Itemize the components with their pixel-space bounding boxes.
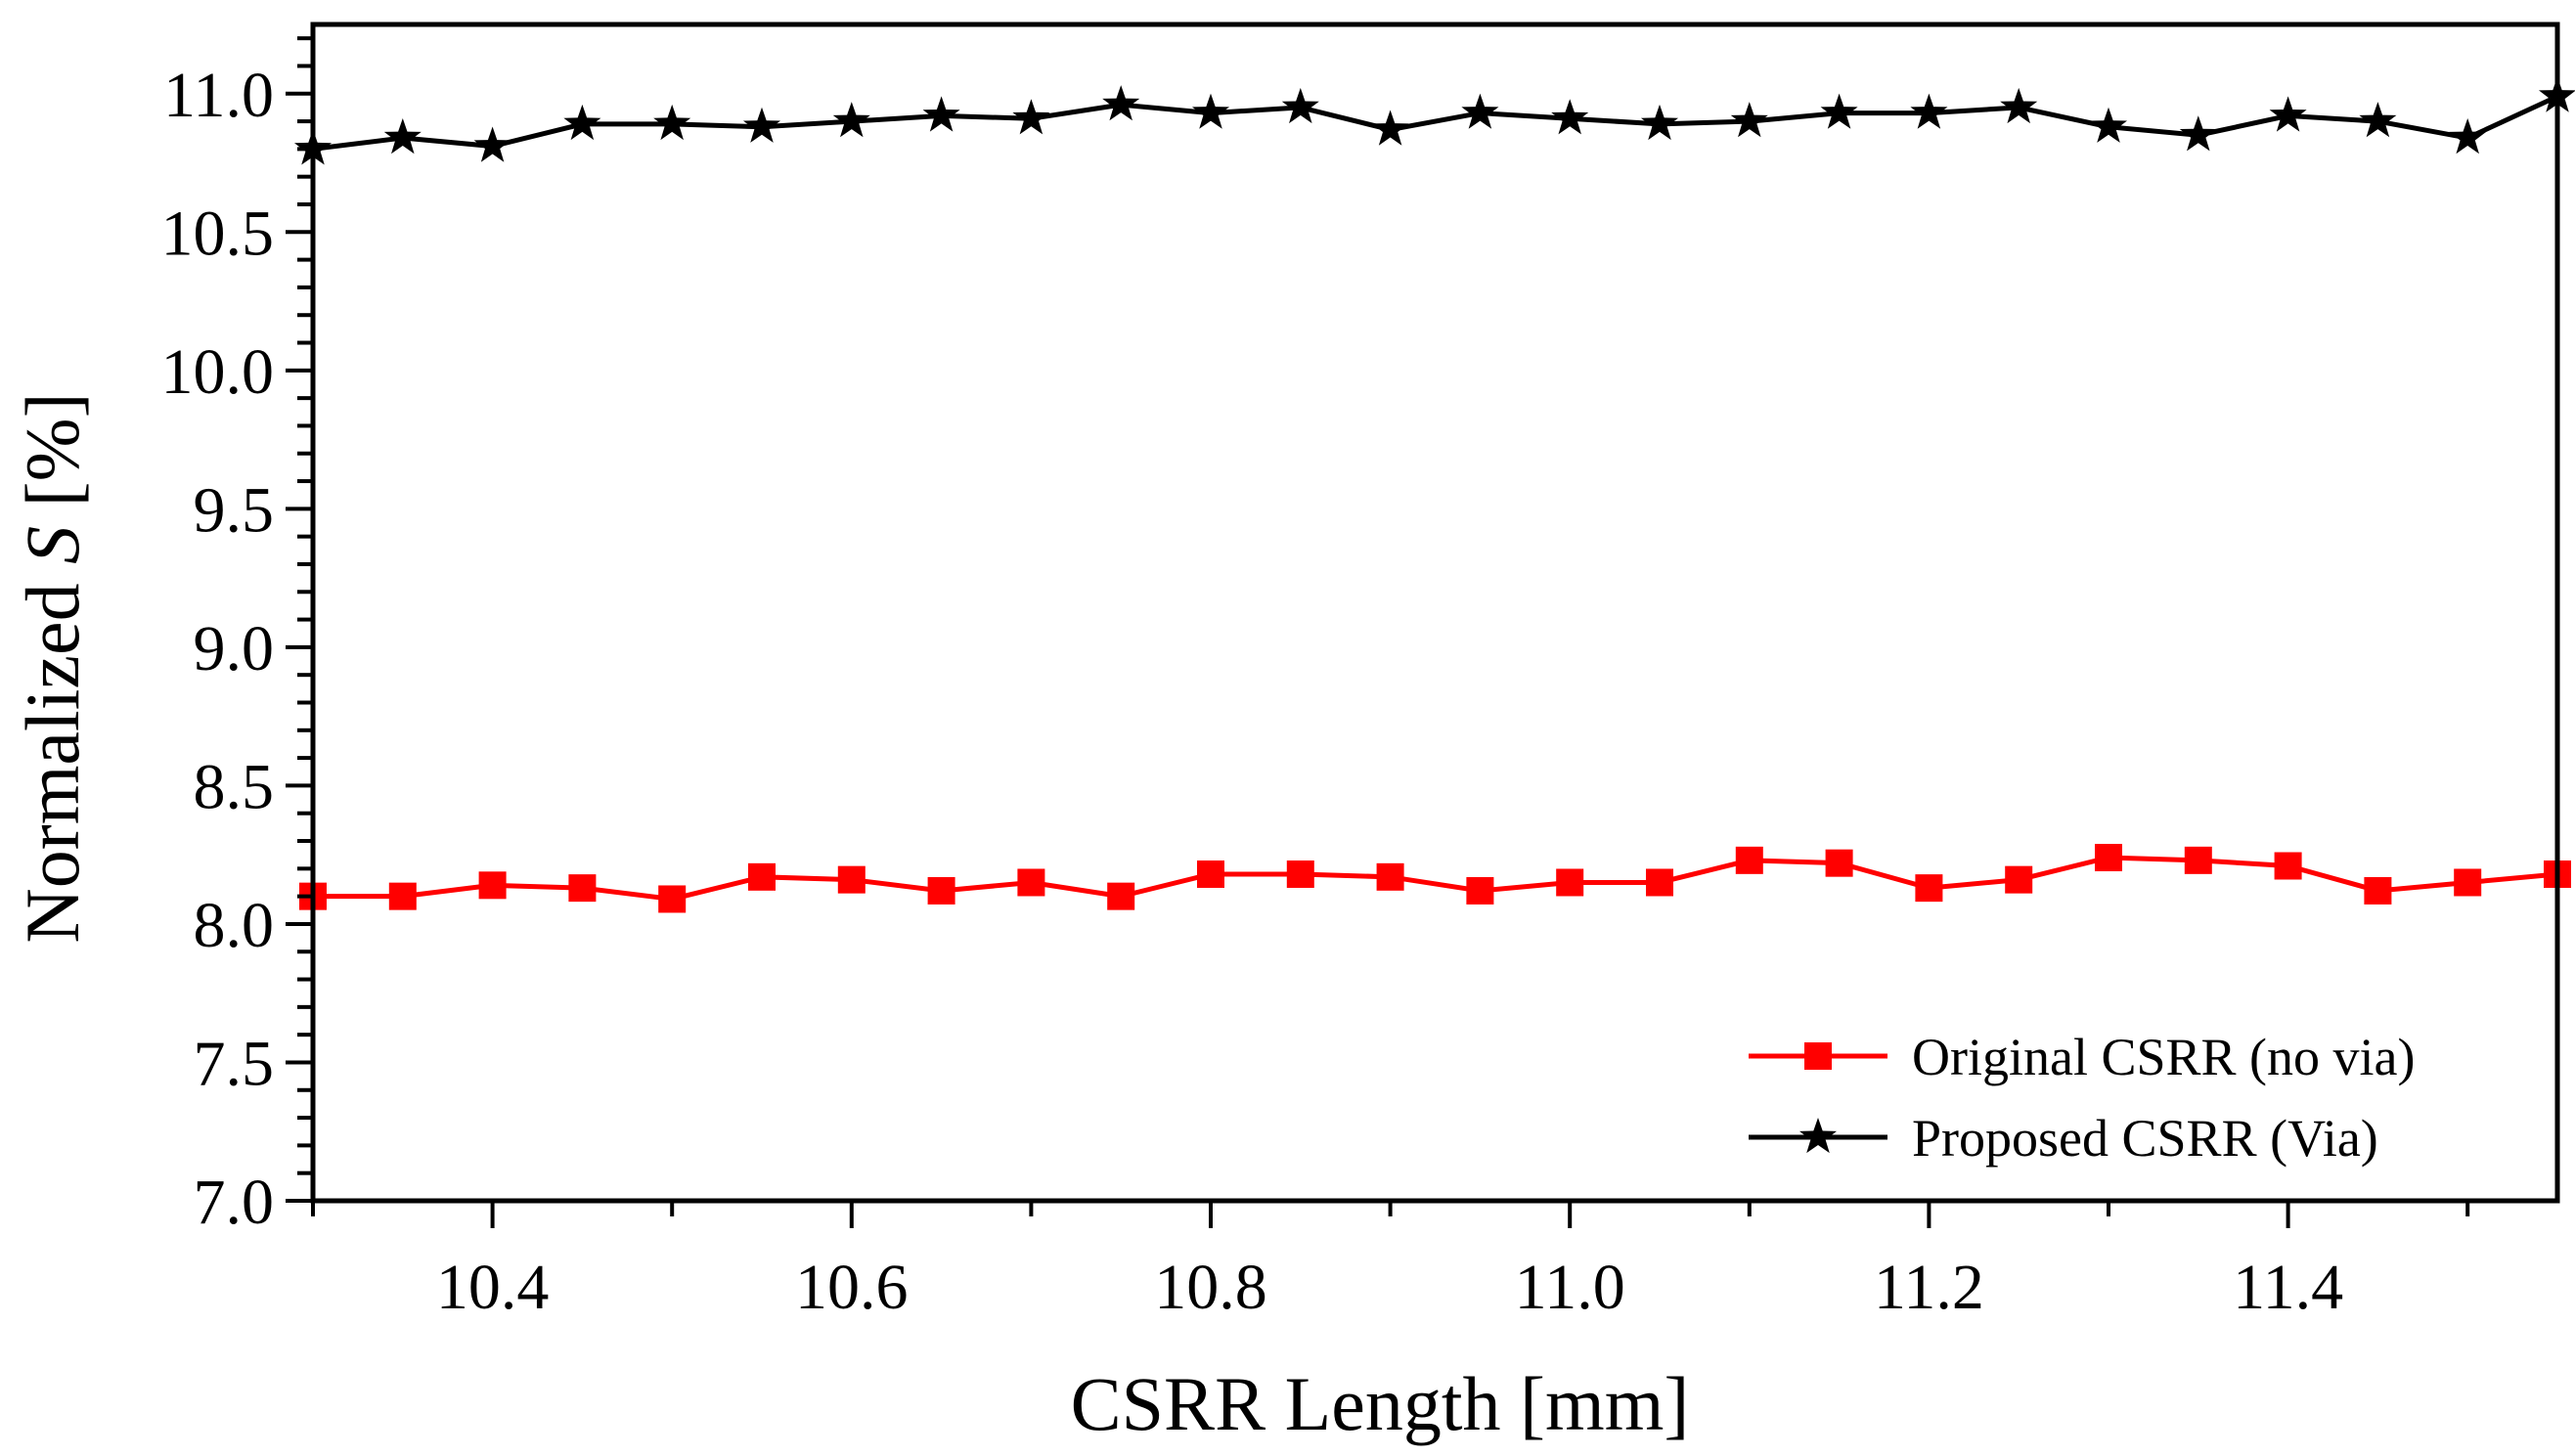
y-tick-label: 9.5 [194, 474, 275, 546]
legend: Original CSRR (no via) Proposed CSRR (Via… [1749, 1028, 2415, 1168]
series-2-marker [383, 118, 422, 154]
series-1-marker [2364, 876, 2392, 904]
y-tick-label: 10.0 [161, 336, 275, 408]
y-axis-title-symbol: S [10, 526, 95, 564]
series-2-marker [1102, 85, 1140, 121]
series-2-marker [1551, 99, 1589, 135]
series-line-2 [312, 94, 2559, 152]
series-1-marker [1286, 860, 1314, 888]
legend-marker [1798, 1118, 1838, 1154]
series-2-marker [922, 96, 960, 132]
series-1-marker [1825, 849, 1853, 877]
y-tick-label: 7.0 [194, 1167, 275, 1238]
x-axis-title: CSRR Length [mm] [1071, 1361, 1690, 1446]
series-1-marker [1017, 868, 1045, 897]
series-1-marker [2454, 868, 2482, 897]
series-1-marker [1735, 846, 1763, 874]
series-1-marker [1556, 868, 1584, 897]
series-1-marker [1915, 874, 1943, 903]
series-2-marker [1191, 93, 1230, 129]
series-1-marker [837, 865, 866, 894]
y-tick-label: 10.5 [161, 198, 275, 269]
series-2-marker [1371, 110, 1409, 146]
y-tick-label: 8.0 [194, 890, 275, 961]
series-1-marker [1466, 876, 1494, 904]
series-1-marker [2005, 865, 2033, 894]
series-2-marker [742, 107, 781, 143]
y-tick-label: 11.0 [163, 60, 274, 131]
y-tick-label: 8.5 [194, 751, 275, 822]
y-axis-title: Normalized S [%] [10, 392, 95, 943]
series-1-marker [1107, 882, 1135, 910]
series-1-marker [1197, 860, 1224, 888]
series-1-marker [927, 876, 955, 904]
series-2-marker [832, 102, 870, 138]
series-1-marker [2095, 844, 2122, 872]
y-axis-title-prefix: Normalized [10, 564, 95, 944]
series-1-marker [2184, 846, 2212, 874]
series-1-marker [478, 871, 507, 900]
series-line-1 [313, 855, 2558, 903]
series-1-marker [748, 862, 776, 891]
series-1-marker [658, 885, 687, 913]
y-tick-label: 9.0 [194, 613, 275, 684]
x-tick-label: 11.0 [1515, 1252, 1625, 1323]
x-tick-label: 10.4 [436, 1252, 550, 1323]
series-2-marker [2269, 96, 2307, 132]
legend-label: Proposed CSRR (Via) [1912, 1109, 2378, 1168]
series-1-marker [568, 874, 597, 903]
y-tick-label: 7.5 [194, 1028, 275, 1099]
series-2-marker [1281, 87, 1319, 124]
series-2-marker [1730, 102, 1768, 138]
series-2-marker [1640, 104, 1679, 141]
series-2-marker [473, 126, 511, 162]
plot-frame [310, 22, 2560, 1204]
series-2-marker [1820, 93, 1858, 129]
x-tick-label: 10.6 [795, 1252, 909, 1323]
series-2-marker [2449, 118, 2487, 154]
series-2-marker [1012, 99, 1050, 135]
series-1-marker [1646, 868, 1673, 897]
x-tick-label: 10.8 [1154, 1252, 1267, 1323]
legend-marker [1804, 1042, 1832, 1070]
series-2-marker [2179, 115, 2217, 152]
series-1-marker [1376, 862, 1404, 891]
series-2-marker [1910, 93, 1948, 129]
x-tick-label: 11.2 [1874, 1252, 1984, 1323]
series-1-marker [2274, 852, 2302, 880]
legend-label: Original CSRR (no via) [1912, 1028, 2415, 1086]
series-2-marker [1461, 93, 1499, 129]
series-2-marker [563, 104, 601, 141]
series-1-marker [388, 882, 417, 910]
series-2-marker [2000, 87, 2038, 124]
series-2-marker [653, 104, 691, 141]
series-2-marker [2359, 102, 2397, 138]
x-tick-label: 11.4 [2233, 1252, 2343, 1323]
series-2-marker [2089, 107, 2128, 143]
y-axis-title-suffix: [%] [10, 392, 95, 525]
